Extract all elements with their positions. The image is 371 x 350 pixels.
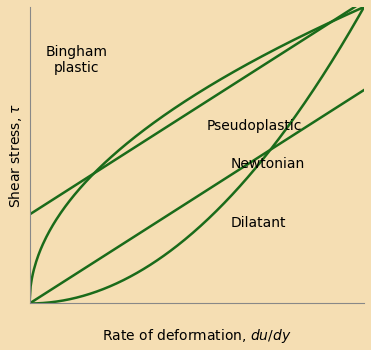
Text: Bingham
plastic: Bingham plastic [45, 45, 107, 75]
Text: Pseudoplastic: Pseudoplastic [207, 119, 302, 133]
Text: Newtonian: Newtonian [230, 157, 305, 171]
Text: Rate of deformation, $du/dy$: Rate of deformation, $du/dy$ [102, 327, 292, 345]
Text: Dilatant: Dilatant [230, 216, 286, 230]
Y-axis label: Shear stress, $\tau$: Shear stress, $\tau$ [7, 103, 24, 208]
